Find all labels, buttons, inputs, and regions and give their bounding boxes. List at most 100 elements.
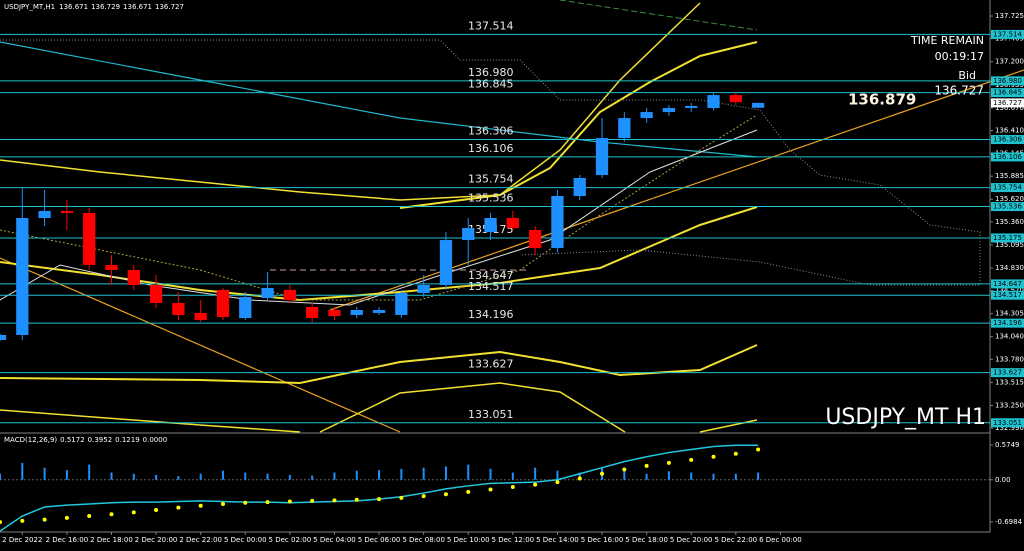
- level-tag: [991, 290, 1024, 300]
- band: [399, 41, 758, 209]
- level-label: 136.980: [468, 66, 514, 79]
- candle-body: [172, 302, 185, 315]
- chart-header: USDJPY_MT,H1 136.671 136.729 136.671 136.727: [4, 3, 184, 11]
- x-tick-label: 2 Dec 20:00: [135, 536, 178, 544]
- candle-body: [328, 310, 341, 317]
- band: [0, 344, 758, 385]
- level-label: 134.196: [468, 308, 514, 321]
- signal-dot: [756, 447, 761, 452]
- macd-value: 0.1219: [115, 436, 140, 444]
- candle-body: [395, 293, 408, 315]
- candle-body: [729, 95, 742, 103]
- candles: [0, 92, 765, 342]
- macd-header: MACD(12,26,9) 0.5172 0.3952 0.1219 0.0000: [4, 436, 167, 444]
- macd-title: MACD(12,26,9): [4, 436, 57, 444]
- signal-dot: [131, 510, 136, 515]
- band: [0, 409, 301, 433]
- signal-dot: [399, 495, 404, 500]
- y-tick-label: 0.5749: [995, 441, 1020, 449]
- level-tag-label: 135.175: [993, 234, 1022, 242]
- x-tick-label: 2 Dec 16:00: [46, 536, 89, 544]
- x-tick-label: 5 Dec 06:00: [358, 536, 401, 544]
- candle-body: [462, 228, 475, 241]
- y-tick-label: 132.990: [995, 424, 1024, 432]
- signal-dot: [332, 498, 337, 503]
- level-tag: [991, 152, 1024, 162]
- signal-dot: [488, 487, 493, 492]
- candle-body: [662, 108, 676, 113]
- y-tick-label: 136.410: [995, 126, 1024, 134]
- signal-dot: [689, 457, 694, 462]
- signal-dot: [555, 480, 560, 485]
- ohlc-high: 136.729: [91, 3, 120, 11]
- level-label: 136.306: [468, 125, 514, 138]
- level-tag-label: 137.514: [993, 30, 1022, 38]
- level-label: 135.536: [468, 192, 514, 205]
- bid-label: Bid: [958, 69, 976, 82]
- candle-body: [417, 285, 430, 294]
- level-tag-label: 134.196: [993, 319, 1022, 327]
- level-label: 135.754: [468, 173, 514, 186]
- signal-dot: [600, 471, 605, 476]
- x-tick-label: 2 Dec 18:00: [90, 536, 133, 544]
- level-tag: [991, 76, 1024, 86]
- level-label: 136.845: [468, 78, 514, 91]
- level-tag-label: 135.536: [993, 203, 1022, 211]
- candle-body: [194, 312, 207, 321]
- price-marker: 136.879: [848, 91, 916, 109]
- y-tick-label: 134.040: [995, 333, 1024, 341]
- y-tick-label: 133.250: [995, 401, 1024, 409]
- candle-body: [60, 210, 74, 213]
- y-tick-label: 0.00: [995, 476, 1011, 484]
- signal-dot: [287, 499, 292, 504]
- y-tick-label: 134.830: [995, 264, 1024, 272]
- candle-body: [16, 218, 29, 335]
- candle-body: [372, 310, 386, 313]
- signal-dot: [666, 460, 671, 465]
- signal-dot: [644, 463, 649, 468]
- candle-body: [573, 177, 586, 197]
- time-remain-label: TIME REMAIN: [910, 34, 984, 47]
- signal-dot: [466, 489, 471, 494]
- candle-body: [551, 196, 564, 249]
- y-tick-label: 134.570: [995, 287, 1024, 295]
- signal-dot: [243, 500, 248, 505]
- level-tag: [991, 233, 1024, 243]
- level-tag: [991, 88, 1024, 98]
- level-tag: [991, 318, 1024, 328]
- y-tick-label: 133.515: [995, 378, 1024, 386]
- candle-body: [506, 218, 519, 229]
- candle-body: [751, 102, 765, 108]
- candle-body: [127, 269, 140, 286]
- macd-pane: [0, 444, 990, 532]
- candle-body: [306, 306, 319, 319]
- candle-body: [529, 230, 542, 249]
- candle-body: [0, 334, 7, 341]
- ohlc-open: 136.671: [59, 3, 88, 11]
- ohlc-close: 136.727: [155, 3, 184, 11]
- signal-dot: [0, 520, 2, 525]
- candle-body: [149, 285, 163, 303]
- candle-body: [484, 218, 497, 233]
- level-label: 134.517: [468, 280, 514, 293]
- x-tick-label: 5 Dec 04:00: [313, 536, 356, 544]
- candle-body: [439, 240, 453, 286]
- level-label: 137.514: [468, 19, 514, 32]
- candle-body: [640, 112, 653, 119]
- level-tag-label: 134.647: [993, 280, 1022, 288]
- level-tag-label: 134.517: [993, 291, 1022, 299]
- signal-dot: [510, 485, 515, 490]
- y-tick-label: 137.725: [995, 12, 1024, 20]
- level-tag: [991, 183, 1024, 193]
- signal-dot: [87, 514, 92, 519]
- signal-dot: [711, 454, 716, 459]
- level-label: 134.647: [468, 269, 514, 282]
- x-tick-label: 5 Dec 14:00: [536, 536, 579, 544]
- signal-dot: [42, 517, 47, 522]
- x-tick-label: 5 Dec 10:00: [447, 536, 490, 544]
- x-tick-label: 6 Dec 00:00: [759, 536, 802, 544]
- watermark: USDJPY_MT H1: [825, 405, 986, 430]
- y-tick-label: 135.360: [995, 218, 1024, 226]
